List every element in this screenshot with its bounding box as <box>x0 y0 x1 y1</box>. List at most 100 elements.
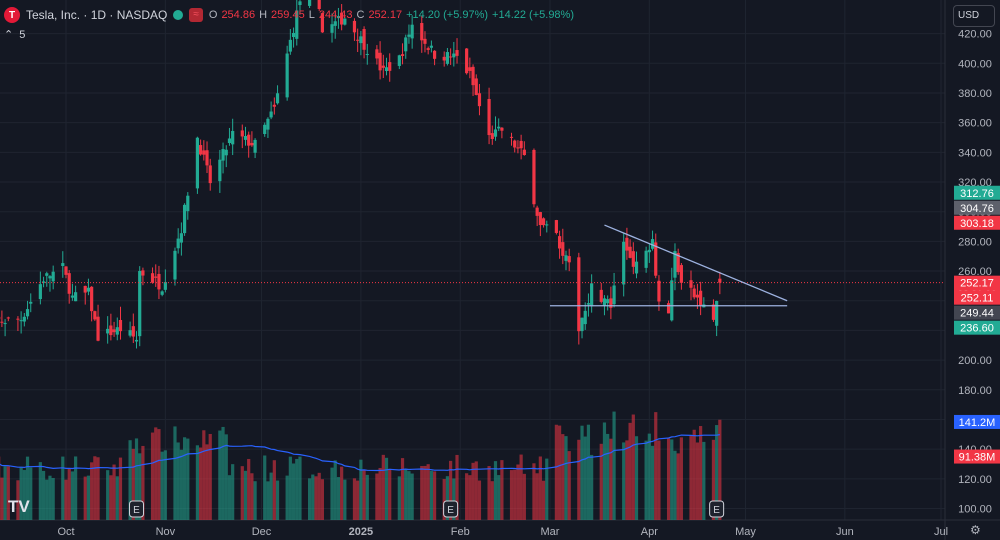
volume-bar <box>493 461 498 520</box>
candle <box>609 298 613 308</box>
volume-bar <box>471 462 475 520</box>
volume-bar <box>240 466 244 520</box>
time-tick-label: Apr <box>641 526 658 538</box>
candle <box>397 55 401 66</box>
volume-bar <box>381 454 385 520</box>
candle <box>538 212 542 226</box>
candle <box>227 138 232 144</box>
volume-bar <box>45 479 49 520</box>
candle <box>199 145 203 155</box>
candle <box>513 140 517 148</box>
volume-bar <box>218 430 222 520</box>
candle <box>359 36 363 44</box>
candle <box>602 298 607 306</box>
volume-bar <box>6 466 10 520</box>
candle <box>388 62 392 71</box>
symbol-title[interactable]: Tesla, Inc. · 1D · NASDAQ <box>26 8 168 22</box>
candle <box>291 32 296 38</box>
volume-bar <box>426 464 430 520</box>
candle <box>583 310 587 325</box>
volume-bar <box>513 469 517 520</box>
candle <box>154 276 158 278</box>
volume-ma-line <box>0 434 720 472</box>
time-tick-label: Jun <box>836 526 854 538</box>
earnings-marker[interactable]: E <box>129 500 145 518</box>
currency-selector[interactable]: USD <box>953 5 995 27</box>
candle <box>250 142 254 146</box>
candle <box>692 288 696 298</box>
volume-bar <box>247 458 251 520</box>
time-tick-label: Jul <box>934 526 948 538</box>
volume-bar <box>711 439 716 520</box>
volume-bar <box>429 470 433 520</box>
candle <box>22 316 26 322</box>
volume-bar <box>631 414 635 520</box>
volume-bar <box>432 471 437 520</box>
volume-bar <box>208 433 212 520</box>
candle <box>420 23 424 41</box>
earnings-marker[interactable]: E <box>443 500 459 518</box>
volume-bar <box>577 439 581 520</box>
volume-bar <box>397 476 401 520</box>
volume-bar <box>657 440 661 520</box>
price-tick-label: 260.00 <box>958 266 992 278</box>
svg-text:E: E <box>713 505 720 516</box>
candle <box>29 301 33 304</box>
volume-bar <box>112 464 116 520</box>
volume-bar <box>644 440 648 520</box>
volume-bar <box>83 476 87 520</box>
volume-bar <box>253 481 257 520</box>
candle <box>500 127 504 131</box>
volume-bar <box>154 427 158 520</box>
ohlc-values: O 254.86 H 259.45 L 244.43 C 252.17 +14.20 (… <box>209 9 574 21</box>
tradingview-watermark[interactable]: TV <box>8 497 30 516</box>
candle <box>298 1 302 6</box>
volume-bar <box>243 470 248 520</box>
candle <box>336 16 341 19</box>
candle <box>452 53 456 58</box>
candle <box>240 130 244 137</box>
price-badge: 249.44 <box>954 305 1000 320</box>
wave-icon[interactable]: ≈ <box>189 8 203 22</box>
time-tick-label: Oct <box>57 526 74 538</box>
volume-bar <box>224 434 228 520</box>
indicators-toggle[interactable]: ⌃ 5 <box>4 28 25 42</box>
candle <box>423 38 427 44</box>
trendline <box>604 224 788 302</box>
candle <box>384 67 389 72</box>
price-tick-label: 400.00 <box>958 58 992 70</box>
price-badge-label: 312.76 <box>960 188 994 200</box>
volume-bar <box>541 480 546 520</box>
candle <box>90 286 94 312</box>
market-status-icon[interactable] <box>173 10 184 20</box>
candle <box>474 78 478 95</box>
price-badge: 236.60 <box>954 320 1000 335</box>
price-badge-label: 252.17 <box>960 278 994 290</box>
candle <box>519 140 523 149</box>
candle <box>61 263 65 266</box>
volume-bar <box>86 475 91 520</box>
candle <box>554 220 558 233</box>
open-value: 254.86 <box>221 9 256 21</box>
volume-bar <box>490 481 494 520</box>
volume-bar <box>115 476 119 520</box>
earnings-marker[interactable]: E <box>709 500 725 518</box>
settings-gear-icon[interactable]: ⚙ <box>970 523 981 537</box>
volume-bar <box>29 467 33 520</box>
candle <box>375 49 379 59</box>
candle <box>567 256 571 263</box>
candle <box>45 273 49 276</box>
candle <box>580 317 584 332</box>
candle <box>320 13 325 33</box>
volume-bar <box>320 479 325 520</box>
candle <box>509 136 514 138</box>
volume-bar <box>16 480 20 520</box>
candle <box>340 12 344 25</box>
candle <box>718 278 722 283</box>
candle <box>516 147 520 149</box>
volume-bar <box>673 450 677 520</box>
price-badge-label: 249.44 <box>960 308 994 320</box>
candle <box>699 290 703 306</box>
candle <box>208 165 212 184</box>
